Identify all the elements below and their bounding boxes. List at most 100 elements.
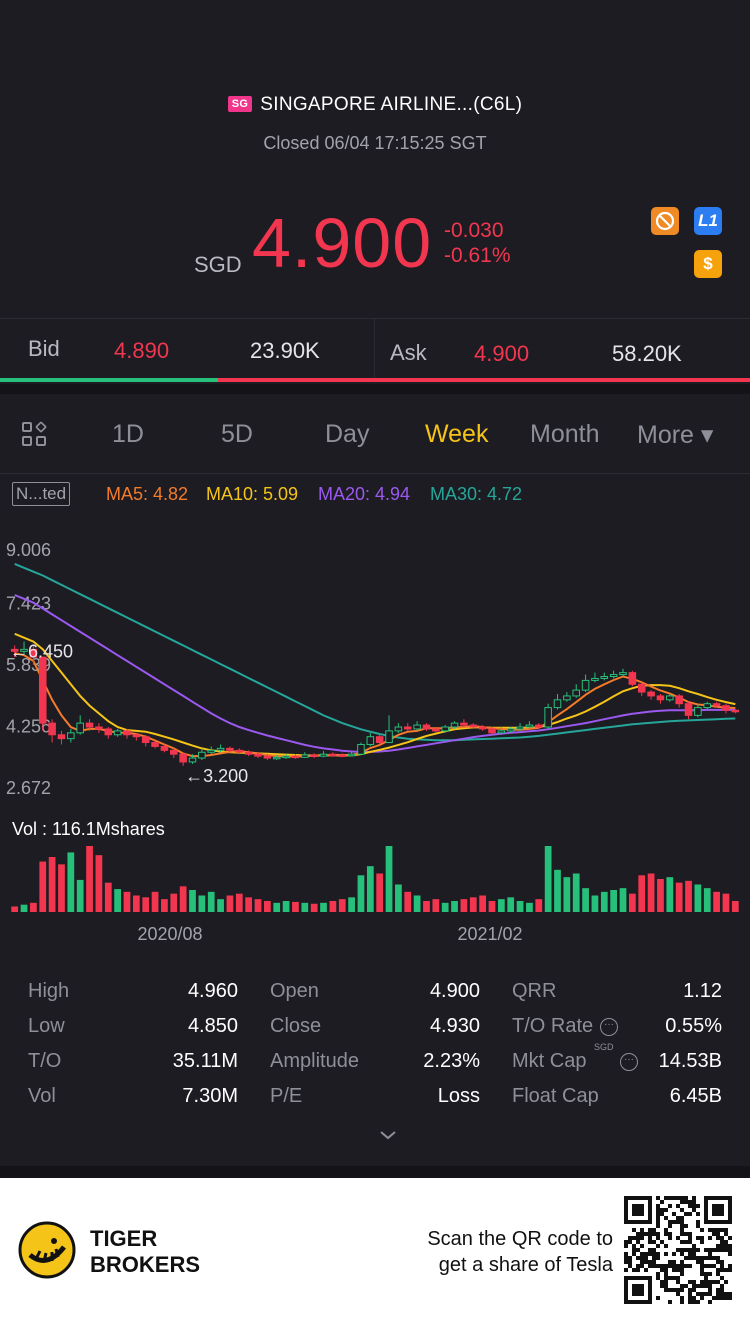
layout-grid-icon[interactable] (22, 420, 48, 448)
stat-label-t-o-rate: T/O Rate (512, 1015, 594, 1037)
candle-body (441, 726, 449, 732)
candle-body (301, 754, 309, 758)
stat-label-high: High (28, 980, 70, 1002)
stat-value-vol: 7.30M (182, 1085, 238, 1107)
volume-bar (67, 852, 75, 912)
candle-body (170, 749, 178, 755)
bid-price: 4.890 (114, 338, 170, 363)
bid-size: 23.90K (250, 338, 320, 363)
dollar-icon[interactable]: $ (694, 250, 722, 278)
volume-bar (58, 864, 65, 912)
candle-body (76, 722, 84, 734)
promo-text: Scan the QR code to get a share of Tesla (353, 1226, 613, 1278)
volume-bar (694, 884, 702, 912)
candle-body (637, 683, 646, 693)
volume-bar (451, 901, 458, 912)
tab-5d[interactable]: 5D (221, 420, 253, 448)
volume-bar (264, 901, 271, 912)
no-trade-icon[interactable] (651, 207, 679, 235)
candle-body (385, 730, 393, 744)
stats-grid: High 4.960 Open 4.900 QRR 1.12 Low 4.850 Close 4.… (0, 970, 750, 1120)
candle-body (310, 754, 318, 757)
candle-body (666, 695, 674, 701)
y-tick-label: 9.006 (6, 540, 51, 560)
volume-bar (619, 888, 627, 912)
stat-value-high: 4.960 (187, 980, 238, 1002)
info-icon[interactable]: ··· (600, 1018, 618, 1036)
volume-bar (497, 899, 505, 912)
x-tick-label: 2021/02 (457, 924, 522, 944)
indicator-row: N...ted MA5: 4.82 MA10: 5.09 MA20: 4.94 … (0, 480, 750, 510)
candle-body (413, 724, 421, 730)
ma5-line (14, 652, 736, 758)
volume-bar (413, 895, 421, 912)
volume-bar (179, 886, 187, 912)
candle-body (95, 726, 103, 730)
volume-bar (685, 880, 692, 912)
tab-more[interactable]: More ▾ (637, 421, 714, 449)
level1-icon[interactable]: L1 (694, 207, 722, 235)
volume-bar (544, 846, 552, 912)
candle-body (600, 676, 609, 679)
volume-bar (666, 877, 674, 912)
candle-body (179, 753, 187, 763)
candle-body (85, 722, 94, 728)
volume-bar (235, 893, 243, 912)
promo-footer: TIGER BROKERS Scan the QR code to get a … (0, 1178, 750, 1324)
tab-1d[interactable]: 1D (112, 420, 144, 448)
y-tick-label: 2.672 (6, 778, 51, 798)
candle-body (151, 742, 159, 747)
candle-body (188, 757, 197, 763)
bid-ask-bar[interactable]: Bid 4.890 23.90K Ask 4.900 58.20K (0, 318, 750, 384)
info-icon[interactable]: ··· (620, 1053, 638, 1071)
candle-body (572, 689, 580, 697)
tab-month[interactable]: Month (530, 420, 600, 448)
candle-body (38, 656, 47, 724)
brand-line-2: BROKERS (90, 1252, 201, 1277)
candle-body (535, 724, 543, 728)
candle-body (403, 726, 412, 730)
qr-code-icon[interactable] (624, 1196, 732, 1304)
candle-body (291, 755, 300, 759)
candle-body (628, 672, 637, 685)
tab-week[interactable]: Week (425, 420, 489, 448)
high-annotation: ←6.450 (10, 641, 73, 661)
stat-label-t-o: T/O (28, 1050, 62, 1072)
candle-body (619, 672, 627, 676)
price-change-pct: -0.61% (444, 244, 511, 268)
mkt-cap-currency: SGD (594, 1042, 614, 1052)
volume-bar (142, 897, 150, 912)
candle-body (29, 648, 38, 658)
volume-bar (366, 866, 374, 912)
volume-bar (516, 901, 524, 912)
volume-bar (657, 879, 664, 912)
candle-body (104, 728, 113, 736)
stat-value-t-o: 35.11M (172, 1050, 238, 1072)
stat-value-mkt-cap: 14.53B (658, 1050, 722, 1072)
candle-body (469, 724, 478, 728)
brand-line-1: TIGER (90, 1226, 158, 1251)
volume-bar (582, 888, 589, 912)
candle-body (497, 730, 506, 734)
candle-body (67, 732, 75, 740)
ma10-line (14, 632, 736, 757)
expand-chevron-icon[interactable] (378, 1128, 398, 1142)
candle-body (244, 751, 253, 755)
adjust-mode-button[interactable]: N...ted (12, 482, 71, 506)
tiger-logo-icon (18, 1221, 76, 1279)
volume-bar (123, 891, 131, 912)
volume-bar (731, 901, 739, 912)
tab-day[interactable]: Day (325, 420, 370, 448)
candle-body (656, 695, 665, 701)
volume-bar (30, 902, 37, 912)
stock-title[interactable]: SG SINGAPORE AIRLINE...(C6L) (0, 94, 750, 116)
section-gap (0, 384, 750, 394)
volume-bar (226, 895, 234, 912)
volume-bar (301, 902, 309, 912)
bid-label: Bid (28, 336, 60, 361)
volume-bar (469, 897, 477, 912)
candle-body (20, 648, 28, 652)
candle-body (329, 753, 337, 757)
y-tick-label: 7.423 (6, 594, 51, 614)
